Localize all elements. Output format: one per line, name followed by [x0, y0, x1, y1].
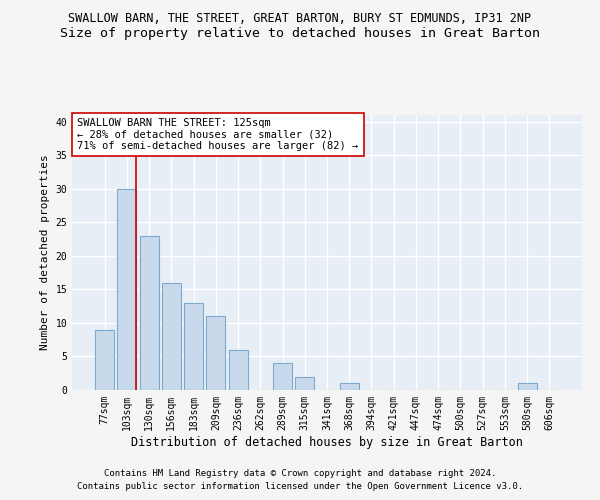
Bar — [95, 330, 114, 390]
Text: SWALLOW BARN THE STREET: 125sqm
← 28% of detached houses are smaller (32)
71% of: SWALLOW BARN THE STREET: 125sqm ← 28% of… — [77, 118, 358, 151]
Text: SWALLOW BARN, THE STREET, GREAT BARTON, BURY ST EDMUNDS, IP31 2NP: SWALLOW BARN, THE STREET, GREAT BARTON, … — [68, 12, 532, 26]
Y-axis label: Number of detached properties: Number of detached properties — [40, 154, 50, 350]
X-axis label: Distribution of detached houses by size in Great Barton: Distribution of detached houses by size … — [131, 436, 523, 448]
Bar — [295, 376, 314, 390]
Text: Size of property relative to detached houses in Great Barton: Size of property relative to detached ho… — [60, 28, 540, 40]
Bar — [229, 350, 248, 390]
Bar — [140, 236, 158, 390]
Bar — [518, 384, 536, 390]
Bar — [162, 282, 181, 390]
Bar — [340, 384, 359, 390]
Text: Contains public sector information licensed under the Open Government Licence v3: Contains public sector information licen… — [77, 482, 523, 491]
Bar — [273, 363, 292, 390]
Bar — [118, 189, 136, 390]
Text: Contains HM Land Registry data © Crown copyright and database right 2024.: Contains HM Land Registry data © Crown c… — [104, 468, 496, 477]
Bar — [206, 316, 225, 390]
Bar — [184, 303, 203, 390]
